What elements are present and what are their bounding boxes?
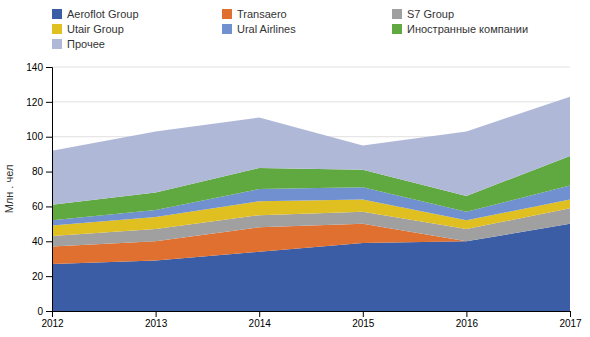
tick: 80 — [32, 166, 52, 177]
legend-item: S7 Group — [392, 8, 454, 20]
tick-label: 120 — [26, 97, 43, 108]
tick-mark — [46, 67, 52, 68]
legend-item: Transaero — [222, 8, 287, 20]
tick-label: 80 — [32, 166, 44, 177]
tick-label: 2012 — [41, 318, 64, 329]
tick: 20 — [32, 271, 52, 282]
legend-swatch — [52, 9, 62, 19]
tick: 2016 — [456, 311, 479, 329]
tick: 120 — [26, 97, 52, 108]
legend-label: Ural Airlines — [237, 23, 296, 35]
tick-label: 60 — [32, 201, 44, 212]
legend-label: Aeroflot Group — [67, 8, 139, 20]
legend: Aeroflot Group Transaero S7 Group Utair Gro… — [52, 8, 528, 50]
tick: 60 — [32, 201, 52, 212]
grid-line — [52, 67, 570, 68]
tick: 100 — [26, 131, 52, 142]
tick-mark — [46, 311, 52, 312]
tick-label: 2017 — [559, 318, 582, 329]
legend-swatch — [222, 24, 232, 34]
tick-label: 100 — [26, 131, 43, 142]
tick-label: 2015 — [352, 318, 375, 329]
tick: 40 — [32, 236, 52, 247]
tick: 2015 — [352, 311, 375, 329]
tick-mark — [570, 311, 571, 317]
legend-label: Прочее — [67, 38, 105, 50]
legend-item: Utair Group — [52, 23, 124, 35]
tick-mark — [46, 206, 52, 207]
legend-item: Ural Airlines — [222, 23, 296, 35]
tick: 2017 — [559, 311, 582, 329]
tick-label: 0 — [37, 306, 43, 317]
area — [52, 97, 570, 205]
chart: 2012 2013 2014 2015 2016 2017 0 20 40 60 80 100 120 1… — [0, 0, 590, 337]
tick-label: 2016 — [456, 318, 479, 329]
legend-item: Иностранные компании — [392, 23, 528, 35]
axis-line — [46, 68, 53, 312]
tick: 2013 — [145, 311, 168, 329]
tick-label: 20 — [32, 271, 44, 282]
tick-mark — [46, 137, 52, 138]
tick-mark — [46, 102, 52, 103]
areas — [52, 97, 570, 311]
tick: 2014 — [249, 311, 272, 329]
legend-item: Aeroflot Group — [52, 8, 139, 20]
legend-label: Utair Group — [67, 23, 124, 35]
tick-mark — [466, 311, 467, 317]
tick-label: 140 — [26, 62, 43, 73]
tick-label: 2013 — [145, 318, 168, 329]
legend-label: Transaero — [237, 8, 287, 20]
y-axis-title: Млн . чел — [3, 165, 15, 214]
grid — [52, 67, 570, 311]
tick-mark — [46, 172, 52, 173]
tick-mark — [363, 311, 364, 317]
legend-swatch — [222, 9, 232, 19]
legend-label: Иностранные компании — [407, 23, 528, 35]
tick-mark — [46, 276, 52, 277]
tick-mark — [259, 311, 260, 317]
tick-label: 2014 — [249, 318, 272, 329]
plot: 2012 2013 2014 2015 2016 2017 0 20 40 60 80 100 120 1… — [26, 62, 582, 329]
legend-swatch — [392, 9, 402, 19]
tick: 0 — [37, 306, 52, 317]
tick: 140 — [26, 62, 52, 73]
y-axis: 0 20 40 60 80 100 120 140 — [26, 62, 52, 317]
legend-label: S7 Group — [407, 8, 454, 20]
axis-line — [53, 312, 571, 318]
tick-mark — [46, 241, 52, 242]
legend-swatch — [52, 24, 62, 34]
legend-swatch — [52, 39, 62, 49]
tick-mark — [156, 311, 157, 317]
tick: 2012 — [41, 311, 64, 329]
tick-label: 40 — [32, 236, 44, 247]
legend-item: Прочее — [52, 38, 105, 50]
x-axis: 2012 2013 2014 2015 2016 2017 — [41, 311, 582, 329]
legend-swatch — [392, 24, 402, 34]
grid-line — [52, 101, 570, 102]
